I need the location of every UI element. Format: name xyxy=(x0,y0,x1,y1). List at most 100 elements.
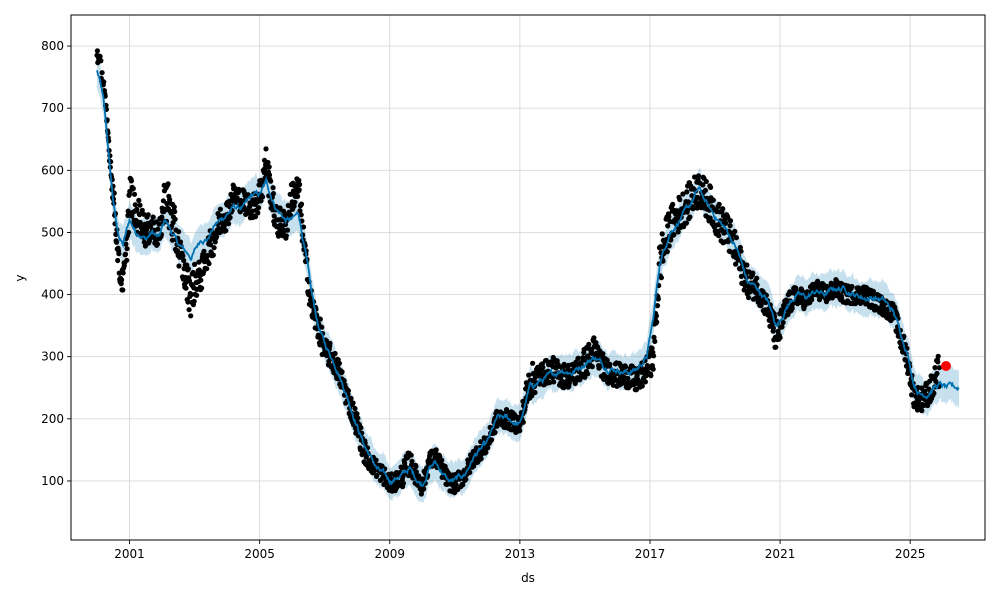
observed-point xyxy=(700,182,706,188)
observed-point xyxy=(666,214,672,220)
observed-point xyxy=(181,257,187,264)
observed-point xyxy=(779,324,785,330)
observed-point xyxy=(702,187,709,193)
observed-point xyxy=(685,199,692,205)
observed-point xyxy=(733,261,739,267)
observed-point xyxy=(648,373,654,379)
observed-point xyxy=(677,197,683,203)
observed-point xyxy=(634,372,640,378)
observed-point xyxy=(649,345,655,351)
forecast-series-line xyxy=(96,70,960,487)
observed-point xyxy=(210,252,216,258)
observed-point xyxy=(134,206,140,212)
observed-point xyxy=(849,283,855,290)
observed-point xyxy=(130,185,136,192)
observed-point xyxy=(185,266,191,272)
observed-point xyxy=(460,482,466,488)
observed-point xyxy=(298,212,304,218)
observed-point xyxy=(223,228,229,234)
observed-point xyxy=(581,357,588,363)
observed-point xyxy=(183,285,189,291)
observed-point xyxy=(671,232,677,238)
observed-point xyxy=(270,185,276,191)
observed-point xyxy=(870,288,877,294)
observed-point xyxy=(400,480,406,486)
observed-point xyxy=(707,215,713,221)
x-tick-label: 2009 xyxy=(374,547,405,561)
plot-frame xyxy=(70,14,986,541)
observed-point xyxy=(639,383,645,389)
observed-point xyxy=(150,214,156,220)
observed-point xyxy=(199,285,205,291)
observed-point xyxy=(659,231,665,237)
observed-point xyxy=(300,224,307,230)
observed-point xyxy=(927,378,933,384)
observed-point xyxy=(139,207,145,213)
observed-point xyxy=(265,159,271,166)
observed-point xyxy=(352,405,358,412)
observed-point xyxy=(652,338,658,344)
observed-point xyxy=(936,365,942,371)
observed-point xyxy=(485,445,491,451)
observed-point xyxy=(654,303,661,309)
observed-point xyxy=(256,205,262,211)
observed-point xyxy=(919,408,925,414)
observed-points xyxy=(94,48,942,497)
observed-point xyxy=(909,392,915,398)
observed-point xyxy=(374,472,380,478)
observed-point xyxy=(177,239,184,245)
observed-point xyxy=(489,437,495,443)
observed-point xyxy=(744,262,750,268)
observed-point xyxy=(708,184,714,190)
observed-point xyxy=(773,344,779,350)
observed-point xyxy=(126,229,132,236)
observed-point xyxy=(650,366,656,372)
observed-point xyxy=(268,178,274,184)
observed-point xyxy=(120,287,126,293)
observed-point xyxy=(413,463,419,470)
observed-point xyxy=(654,319,660,325)
observed-point xyxy=(317,316,323,322)
observed-point xyxy=(99,70,105,76)
observed-point xyxy=(687,214,693,220)
forecast-line xyxy=(96,70,960,487)
observed-point xyxy=(174,248,180,254)
observed-point xyxy=(409,458,415,464)
observed-point xyxy=(732,228,738,234)
observed-point xyxy=(738,248,744,254)
observed-point xyxy=(604,357,610,363)
observed-point xyxy=(566,380,572,386)
observed-point xyxy=(295,193,301,199)
observed-point xyxy=(793,285,799,291)
observed-point xyxy=(642,379,649,385)
observed-point xyxy=(282,221,289,228)
observed-point xyxy=(298,201,305,207)
observed-point xyxy=(196,267,202,273)
y-axis: 100 200 300 400 500 600 700 800 xyxy=(41,39,71,488)
observed-point xyxy=(591,335,597,341)
observed-point xyxy=(98,58,104,64)
observed-point xyxy=(355,415,361,421)
observed-point xyxy=(341,378,347,384)
observed-point xyxy=(345,388,351,394)
observed-point xyxy=(113,239,120,245)
observed-point xyxy=(258,198,264,204)
observed-point xyxy=(191,298,197,304)
observed-point xyxy=(453,482,459,488)
y-tick-label: 100 xyxy=(41,474,64,488)
observed-point xyxy=(540,364,546,370)
observed-point xyxy=(165,181,171,187)
observed-point xyxy=(529,393,535,399)
observed-point xyxy=(935,359,941,365)
observed-point xyxy=(291,203,297,209)
observed-point xyxy=(348,395,354,401)
observed-point xyxy=(208,242,214,248)
observed-point xyxy=(147,236,153,242)
x-axis: 2001 2005 2009 2013 2017 2021 2025 xyxy=(114,540,925,561)
observed-point xyxy=(716,201,722,207)
observed-point xyxy=(176,263,182,269)
observed-point xyxy=(206,261,212,267)
observed-point xyxy=(413,469,419,475)
observed-point xyxy=(585,371,591,377)
